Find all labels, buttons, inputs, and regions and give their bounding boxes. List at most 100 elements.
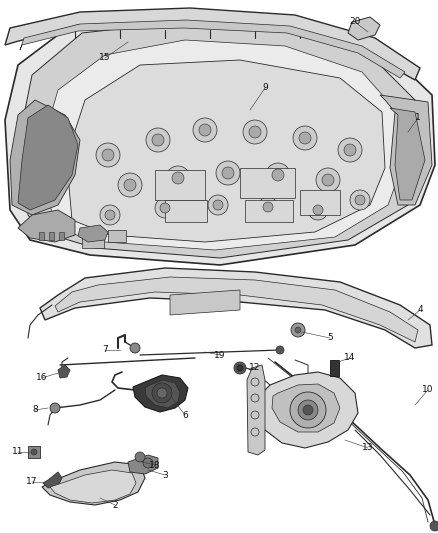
- Circle shape: [157, 388, 167, 398]
- Circle shape: [344, 144, 356, 156]
- Text: 5: 5: [327, 334, 333, 343]
- Text: 10: 10: [422, 385, 434, 394]
- Circle shape: [237, 365, 243, 371]
- Bar: [59, 232, 64, 240]
- Text: 12: 12: [249, 364, 261, 373]
- Circle shape: [208, 195, 228, 215]
- Circle shape: [199, 124, 211, 136]
- Circle shape: [290, 392, 326, 428]
- Circle shape: [293, 126, 317, 150]
- Circle shape: [96, 143, 120, 167]
- Text: 2: 2: [112, 500, 118, 510]
- Bar: [165, 200, 207, 222]
- Circle shape: [155, 198, 175, 218]
- Text: 20: 20: [350, 18, 360, 27]
- Bar: [82, 238, 104, 248]
- Circle shape: [152, 383, 172, 403]
- Circle shape: [160, 203, 170, 213]
- Circle shape: [295, 327, 301, 333]
- Text: 11: 11: [12, 448, 24, 456]
- Text: 16: 16: [36, 374, 48, 383]
- Circle shape: [105, 210, 115, 220]
- Circle shape: [146, 128, 170, 152]
- Circle shape: [266, 163, 290, 187]
- Text: 9: 9: [262, 84, 268, 93]
- Text: 19: 19: [214, 351, 226, 359]
- Circle shape: [152, 134, 164, 146]
- Circle shape: [216, 161, 240, 185]
- Circle shape: [100, 205, 120, 225]
- Bar: [330, 360, 339, 376]
- Polygon shape: [258, 372, 358, 448]
- Bar: [300, 190, 340, 215]
- Polygon shape: [145, 380, 180, 408]
- Polygon shape: [42, 462, 145, 505]
- Circle shape: [263, 202, 273, 212]
- Polygon shape: [58, 365, 70, 378]
- Polygon shape: [18, 210, 75, 242]
- Circle shape: [276, 346, 284, 354]
- Circle shape: [135, 452, 145, 462]
- Circle shape: [118, 173, 142, 197]
- Polygon shape: [10, 100, 80, 215]
- Polygon shape: [45, 40, 400, 250]
- Circle shape: [249, 126, 261, 138]
- Circle shape: [50, 403, 60, 413]
- Circle shape: [130, 343, 140, 353]
- Circle shape: [222, 167, 234, 179]
- Circle shape: [143, 458, 153, 468]
- Bar: [28, 446, 40, 458]
- Polygon shape: [272, 384, 340, 432]
- Circle shape: [299, 132, 311, 144]
- Text: 6: 6: [182, 410, 188, 419]
- Polygon shape: [40, 268, 432, 348]
- Bar: [240, 168, 295, 198]
- Polygon shape: [348, 17, 380, 40]
- Circle shape: [303, 405, 313, 415]
- Text: 3: 3: [162, 471, 168, 480]
- Text: 8: 8: [32, 406, 38, 415]
- Circle shape: [166, 166, 190, 190]
- Bar: [39, 232, 44, 240]
- Circle shape: [172, 172, 184, 184]
- Circle shape: [31, 449, 37, 455]
- Text: 17: 17: [26, 478, 38, 487]
- Circle shape: [298, 400, 318, 420]
- Circle shape: [102, 149, 114, 161]
- Polygon shape: [20, 20, 405, 78]
- Polygon shape: [18, 105, 78, 210]
- Polygon shape: [390, 108, 425, 200]
- Polygon shape: [170, 290, 240, 315]
- Bar: [155, 170, 205, 200]
- Polygon shape: [5, 8, 420, 80]
- Polygon shape: [68, 60, 385, 242]
- Circle shape: [338, 138, 362, 162]
- Circle shape: [124, 179, 136, 191]
- Polygon shape: [247, 365, 265, 455]
- Polygon shape: [50, 470, 136, 503]
- Circle shape: [316, 168, 340, 192]
- Circle shape: [350, 190, 370, 210]
- Text: 15: 15: [99, 53, 111, 62]
- Polygon shape: [380, 95, 432, 205]
- Polygon shape: [128, 455, 158, 474]
- Text: 14: 14: [344, 353, 356, 362]
- Text: 18: 18: [149, 461, 161, 470]
- Circle shape: [322, 174, 334, 186]
- Circle shape: [355, 195, 365, 205]
- Circle shape: [213, 200, 223, 210]
- Circle shape: [258, 197, 278, 217]
- Circle shape: [272, 169, 284, 181]
- Polygon shape: [5, 12, 435, 265]
- Bar: [245, 200, 293, 222]
- Polygon shape: [55, 277, 418, 342]
- Circle shape: [291, 323, 305, 337]
- Text: 7: 7: [102, 345, 108, 354]
- Circle shape: [243, 120, 267, 144]
- Circle shape: [313, 205, 323, 215]
- Bar: [108, 230, 126, 242]
- Circle shape: [193, 118, 217, 142]
- Text: 13: 13: [362, 443, 374, 453]
- Text: 4: 4: [417, 305, 423, 314]
- Circle shape: [430, 521, 438, 531]
